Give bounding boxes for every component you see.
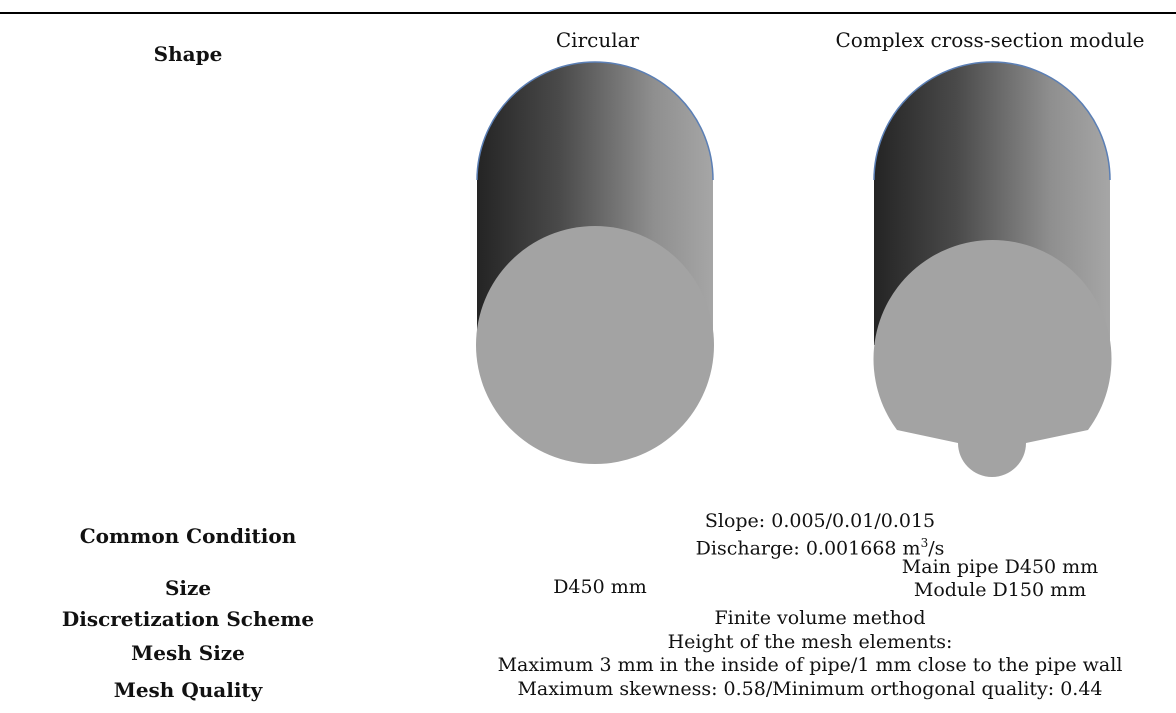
complex-pipe-figure: [873, 61, 1112, 477]
size-label: Size: [164, 576, 212, 600]
main-pipe-size: Main pipe D450 mm: [901, 556, 1099, 578]
mesh-size-line1: Height of the mesh elements:: [667, 631, 953, 653]
pipe-top-edge: [476, 61, 714, 181]
mesh-size-label: Mesh Size: [131, 641, 245, 665]
module-top-edge: [873, 61, 1111, 181]
mesh-quality-label: Mesh Quality: [113, 678, 263, 702]
slope-text: Slope: 0.005/0.01/0.015: [704, 510, 936, 532]
discretization-value: Finite volume method: [714, 607, 926, 629]
circular-pipe-figure: [476, 61, 714, 464]
complex-header: Complex cross-section module: [835, 28, 1145, 52]
mesh-quality-value: Maximum skewness: 0.58/Minimum orthogona…: [517, 678, 1103, 700]
discretization-label: Discretization Scheme: [61, 607, 315, 631]
discharge-text: Discharge: 0.001668 m3/s: [695, 536, 945, 560]
module-size: Module D150 mm: [913, 579, 1087, 601]
top-rule: [0, 12, 1176, 14]
circular-size: D450 mm: [553, 576, 647, 598]
pipe-face: [476, 226, 714, 464]
module-face: [873, 240, 1112, 477]
common-condition-label: Common Condition: [79, 524, 297, 548]
mesh-size-line2: Maximum 3 mm in the inside of pipe/1 mm …: [497, 654, 1123, 676]
circular-header: Circular: [555, 28, 640, 52]
shape-label: Shape: [153, 42, 223, 66]
